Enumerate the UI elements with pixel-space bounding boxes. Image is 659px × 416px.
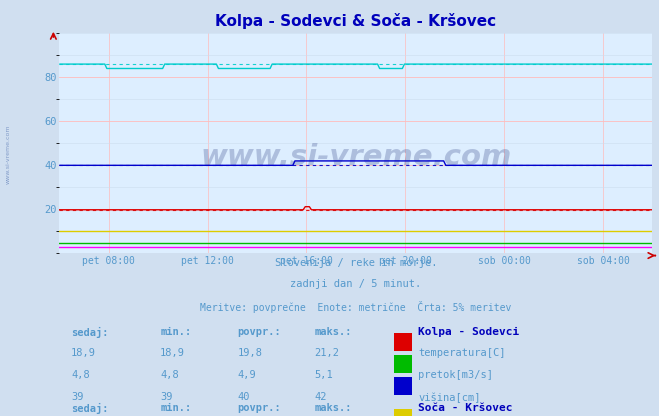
Text: 4,8: 4,8 (71, 371, 90, 381)
Text: sedaj:: sedaj: (71, 327, 109, 337)
Text: www.si-vreme.com: www.si-vreme.com (200, 143, 511, 171)
Text: Meritve: povprečne  Enote: metrične  Črta: 5% meritev: Meritve: povprečne Enote: metrične Črta:… (200, 300, 511, 312)
Bar (394, 377, 413, 395)
Text: maks.:: maks.: (314, 403, 352, 413)
Text: 5,1: 5,1 (314, 371, 333, 381)
Text: povpr.:: povpr.: (237, 327, 281, 337)
Text: min.:: min.: (160, 403, 191, 413)
Text: Kolpa - Sodevci: Kolpa - Sodevci (418, 327, 519, 337)
Title: Kolpa - Sodevci & Soča - Kršovec: Kolpa - Sodevci & Soča - Kršovec (215, 13, 496, 30)
Text: 18,9: 18,9 (160, 349, 185, 359)
Text: maks.:: maks.: (314, 327, 352, 337)
Bar (394, 333, 413, 351)
Text: sedaj:: sedaj: (71, 403, 109, 414)
Text: 19,8: 19,8 (237, 349, 262, 359)
Text: min.:: min.: (160, 327, 191, 337)
Text: 4,9: 4,9 (237, 371, 256, 381)
Text: 18,9: 18,9 (71, 349, 96, 359)
Text: 39: 39 (71, 392, 84, 402)
Text: pretok[m3/s]: pretok[m3/s] (418, 371, 493, 381)
Text: Slovenija / reke in morje.: Slovenija / reke in morje. (275, 258, 437, 268)
Text: Soča - Kršovec: Soča - Kršovec (418, 403, 513, 413)
Text: temperatura[C]: temperatura[C] (418, 349, 505, 359)
Text: višina[cm]: višina[cm] (418, 392, 480, 403)
Text: 40: 40 (237, 392, 250, 402)
Text: 21,2: 21,2 (314, 349, 339, 359)
Text: www.si-vreme.com: www.si-vreme.com (6, 124, 11, 184)
Text: 4,8: 4,8 (160, 371, 179, 381)
Bar (394, 409, 413, 416)
Text: povpr.:: povpr.: (237, 403, 281, 413)
Text: 39: 39 (160, 392, 173, 402)
Text: zadnji dan / 5 minut.: zadnji dan / 5 minut. (290, 280, 422, 290)
Text: 42: 42 (314, 392, 327, 402)
Bar (394, 355, 413, 373)
